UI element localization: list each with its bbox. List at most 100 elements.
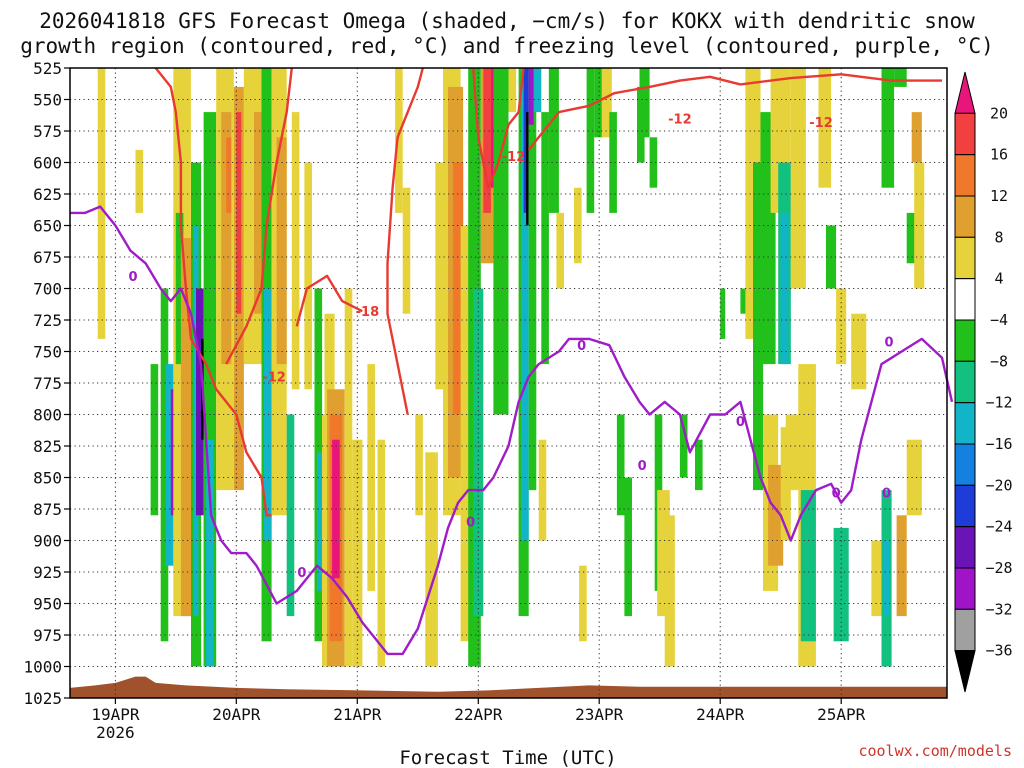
- omega-cell: [526, 112, 529, 225]
- omega-cell: [914, 163, 924, 289]
- omega-cell: [871, 541, 881, 617]
- omega-cell: [640, 68, 650, 137]
- omega-cell: [415, 415, 423, 516]
- omega-cell: [534, 68, 542, 112]
- y-tick-label: 850: [33, 469, 62, 488]
- contour-label: 0: [128, 270, 137, 285]
- contour-label: -12: [809, 116, 833, 131]
- colorbar-swatch: [955, 72, 975, 113]
- contour-label: -12: [262, 371, 286, 386]
- colorbar-label: −20: [985, 476, 1012, 494]
- colorbar-swatch: [955, 237, 975, 278]
- omega-cell: [834, 528, 849, 641]
- omega-cell: [136, 150, 144, 213]
- y-tick-label: 725: [33, 311, 62, 330]
- y-tick-label: 750: [33, 343, 62, 362]
- x-tick-label: 24APR: [696, 705, 745, 724]
- colorbar-swatch: [955, 361, 975, 402]
- omega-cell: [287, 415, 295, 617]
- x-tick-label: 20APR: [212, 705, 261, 724]
- omega-cell: [493, 68, 508, 415]
- y-tick-label: 900: [33, 532, 62, 551]
- contour-label: -18: [356, 305, 380, 320]
- contour-label: -12: [668, 112, 692, 127]
- colorbar-label: −36: [985, 642, 1012, 660]
- colorbar-label: −8: [990, 352, 1008, 370]
- x-tick-label: 19APR: [91, 705, 140, 724]
- omega-cell: [98, 68, 106, 339]
- colorbar-label: −12: [985, 394, 1012, 412]
- colorbar-swatch: [955, 155, 975, 196]
- colorbar-swatch: [955, 485, 975, 526]
- contour-label: 0: [466, 516, 475, 531]
- omega-cell: [529, 68, 534, 125]
- colorbar-label: 12: [990, 187, 1008, 205]
- colorbar-swatch: [955, 568, 975, 609]
- contour-label: -12: [502, 150, 526, 165]
- pressure-axis: 525 550 575 600 625 650 675 700 725 750 775 800 825 8…: [23, 59, 70, 708]
- colorbar-swatch: [955, 403, 975, 444]
- time-axis: 19APR 20APR 21APR 22APR 23APR 24APR 25APR2026: [91, 698, 865, 742]
- omega-cell: [579, 566, 587, 642]
- omega-cell: [151, 364, 159, 515]
- omega-cell: [483, 68, 491, 213]
- omega-colorbar: 20 16 12 8 4 −4 −8 −12 −16 −20 −24 −28 −32 −36: [955, 72, 1013, 692]
- omega-cell: [617, 415, 625, 516]
- colorbar-swatch: [955, 320, 975, 361]
- omega-cell: [894, 68, 907, 87]
- omega-cell: [665, 515, 675, 666]
- credit-link[interactable]: coolwx.com/models: [858, 742, 1012, 760]
- omega-cell: [277, 137, 287, 364]
- omega-cell: [378, 440, 386, 667]
- colorbar-label: −4: [990, 311, 1008, 329]
- omega-cell: [254, 112, 262, 314]
- omega-cell: [367, 364, 375, 591]
- omega-cell: [587, 68, 595, 213]
- omega-cell: [425, 452, 438, 666]
- omega-cell: [897, 515, 907, 616]
- colorbar-label: 20: [990, 104, 1008, 122]
- omega-cell: [836, 289, 846, 365]
- omega-cell: [292, 112, 300, 389]
- y-tick-label: 675: [33, 248, 62, 267]
- chart-title-line-2: growth region (contoured, red, °C) and f…: [20, 34, 994, 58]
- omega-cell: [226, 137, 231, 213]
- omega-cell: [882, 68, 895, 188]
- y-tick-label: 600: [33, 154, 62, 173]
- colorbar-swatch: [955, 651, 975, 692]
- omega-cell: [473, 289, 483, 617]
- contour-label: 0: [577, 339, 586, 354]
- x-tick-label: 25APR: [817, 705, 866, 724]
- colorbar-label: 8: [994, 228, 1003, 246]
- y-tick-label: 525: [33, 59, 62, 78]
- y-tick-label: 875: [33, 500, 62, 519]
- y-tick-label: 975: [33, 626, 62, 645]
- colorbar-swatch: [955, 527, 975, 568]
- omega-cell: [304, 163, 312, 390]
- colorbar-label: −28: [985, 559, 1012, 577]
- colorbar-swatch: [955, 609, 975, 650]
- colorbar-swatch: [955, 196, 975, 237]
- omega-cell: [541, 112, 549, 364]
- omega-cell: [695, 440, 703, 490]
- y-tick-label: 700: [33, 280, 62, 299]
- colorbar-label: −24: [985, 518, 1012, 536]
- omega-cell: [509, 68, 517, 112]
- colorbar-label: 16: [990, 146, 1008, 164]
- contour-label: 0: [297, 566, 306, 581]
- omega-cell: [403, 188, 411, 314]
- y-tick-label: 550: [33, 91, 62, 110]
- chart-title-line-1: 2026041818 GFS Forecast Omega (shaded, −…: [39, 9, 975, 33]
- omega-cell: [335, 465, 340, 541]
- y-tick-label: 650: [33, 217, 62, 236]
- y-tick-label: 1000: [23, 658, 62, 677]
- omega-cell: [884, 541, 889, 617]
- omega-cell: [549, 68, 559, 213]
- omega-cell: [680, 415, 688, 478]
- x-tick-label: 22APR: [454, 705, 503, 724]
- x-tick-label: 21APR: [333, 705, 382, 724]
- y-tick-label: 1025: [23, 689, 62, 708]
- colorbar-label: 4: [994, 270, 1003, 288]
- terrain-fill: [70, 677, 947, 698]
